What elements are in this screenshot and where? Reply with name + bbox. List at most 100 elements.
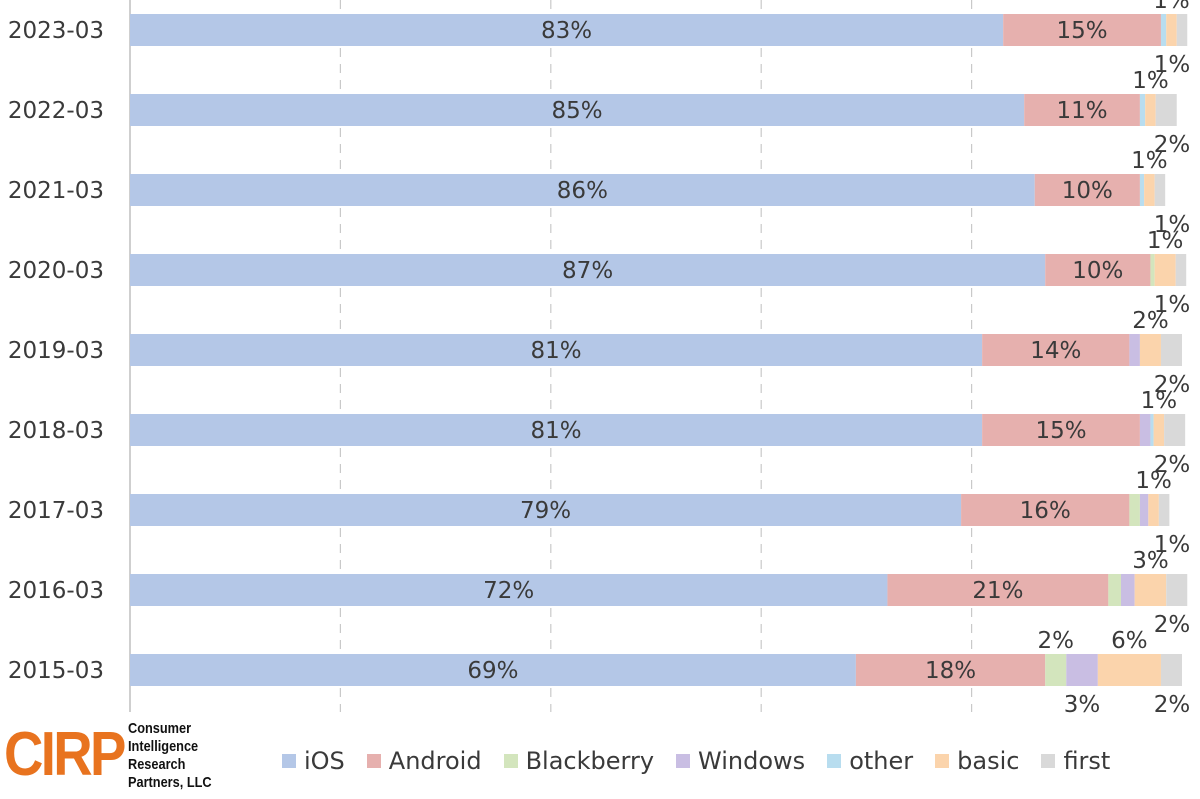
bar-segment-blackberry bbox=[1150, 254, 1155, 286]
logo-text: Consumer Intelligence Research Partners,… bbox=[128, 720, 212, 792]
category-label: 2023-03 bbox=[8, 18, 104, 44]
legend-label: basic bbox=[957, 747, 1020, 775]
data-label: 86% bbox=[557, 178, 608, 204]
category-label: 2015-03 bbox=[8, 658, 104, 684]
data-label: 2% bbox=[1038, 628, 1075, 654]
data-label: 14% bbox=[1030, 338, 1081, 364]
data-label: 6% bbox=[1111, 628, 1148, 654]
data-label: 16% bbox=[1020, 498, 1071, 524]
bar-segment-basic bbox=[1154, 254, 1176, 286]
data-label: 15% bbox=[1056, 18, 1107, 44]
bar-segment-first bbox=[1160, 334, 1182, 366]
bar-segment-blackberry bbox=[1045, 654, 1067, 686]
bar-segment-first bbox=[1176, 14, 1188, 46]
bar-segment-android bbox=[1003, 14, 1161, 46]
legend-label: first bbox=[1063, 747, 1111, 775]
data-label: 81% bbox=[530, 418, 581, 444]
bar-segment-android bbox=[1045, 254, 1151, 286]
data-label: 85% bbox=[552, 98, 603, 124]
bar-segment-windows bbox=[1139, 414, 1151, 446]
bar-segment-ios bbox=[130, 494, 962, 526]
bar-segment-first bbox=[1166, 574, 1188, 606]
data-label: 3% bbox=[1132, 548, 1169, 574]
data-label: 2% bbox=[1154, 452, 1191, 478]
stacked-bar-chart: 2023-03 2022-03 2021-03 2020-03 2019-03 2018-… bbox=[8, 0, 1191, 715]
category-label: 2022-03 bbox=[8, 98, 104, 124]
bar-segment-basic bbox=[1144, 174, 1155, 206]
bar-segment-ios bbox=[130, 654, 856, 686]
bar-segment-other bbox=[1150, 414, 1154, 446]
legend-label: iOS bbox=[304, 747, 345, 775]
data-label: 11% bbox=[1056, 98, 1107, 124]
bar-segment-first bbox=[1160, 654, 1182, 686]
bar-segment-other bbox=[1139, 94, 1146, 126]
logo-line-1: Consumer bbox=[128, 720, 192, 737]
bar-segment-basic bbox=[1148, 494, 1159, 526]
legend-item-other: other bbox=[827, 747, 913, 775]
data-label: 69% bbox=[467, 658, 518, 684]
bar-segment-windows bbox=[1129, 334, 1140, 366]
bar-segment-first bbox=[1154, 174, 1166, 206]
bar-segment-first bbox=[1155, 94, 1177, 126]
category-label: 2018-03 bbox=[8, 418, 104, 444]
bar-segment-basic bbox=[1145, 94, 1156, 126]
data-label: 2% bbox=[1154, 372, 1191, 398]
legend-item-ios: iOS bbox=[282, 747, 345, 775]
bar-segment-first bbox=[1164, 414, 1186, 446]
bar-segment-android bbox=[1024, 94, 1140, 126]
data-label: 1% bbox=[1154, 532, 1191, 558]
bar-segment-other bbox=[1160, 14, 1167, 46]
bar-segment-basic bbox=[1166, 14, 1177, 46]
bar-segment-ios bbox=[130, 14, 1004, 46]
bar-segment-first bbox=[1175, 254, 1187, 286]
data-label: 1% bbox=[1131, 148, 1168, 174]
legend-label: Windows bbox=[698, 747, 806, 775]
data-label: 2% bbox=[1154, 692, 1191, 715]
legend-label: Blackberry bbox=[525, 747, 655, 775]
category-label: 2016-03 bbox=[8, 578, 104, 604]
data-label: 1% bbox=[1141, 388, 1178, 414]
legend-label: Android bbox=[388, 747, 482, 775]
data-label: 1% bbox=[1132, 68, 1169, 94]
data-label: 10% bbox=[1072, 258, 1123, 284]
logo-line-2: Intelligence bbox=[128, 738, 199, 755]
bar-segment-windows bbox=[1120, 574, 1135, 606]
data-label: 1% bbox=[1147, 228, 1184, 254]
bar-segment-basic bbox=[1134, 574, 1167, 606]
logo-line-3: Research bbox=[128, 756, 186, 773]
bar-segment-ios bbox=[130, 254, 1046, 286]
cirp-logo: CIRP Consumer Intelligence Research Part… bbox=[4, 716, 244, 796]
data-label: 79% bbox=[520, 498, 571, 524]
bar-segment-android bbox=[1034, 174, 1140, 206]
bar-segment-android bbox=[982, 414, 1140, 446]
data-label: 1% bbox=[1153, 0, 1190, 14]
legend-item-blackberry: Blackberry bbox=[503, 747, 655, 775]
bar-segment-first bbox=[1158, 494, 1170, 526]
category-label: 2020-03 bbox=[8, 258, 104, 284]
data-label: 15% bbox=[1035, 418, 1086, 444]
data-label: 21% bbox=[972, 578, 1023, 604]
data-label: 3% bbox=[1064, 692, 1101, 715]
legend-item-basic: basic bbox=[935, 747, 1019, 775]
legend-swatch bbox=[1041, 754, 1056, 768]
legend-label: other bbox=[849, 747, 914, 775]
legend-swatch bbox=[282, 754, 296, 768]
bar-segment-android bbox=[961, 494, 1130, 526]
legend-item-windows: Windows bbox=[676, 747, 805, 775]
bar-segment-ios bbox=[130, 94, 1025, 126]
bar-segment-windows bbox=[1139, 494, 1149, 526]
bar-segment-android bbox=[855, 654, 1046, 686]
data-label: 2% bbox=[1132, 308, 1169, 334]
legend-swatch bbox=[935, 754, 950, 768]
bar-segment-basic bbox=[1139, 334, 1161, 366]
bar-segment-android bbox=[982, 334, 1130, 366]
bar-segment-ios bbox=[130, 574, 888, 606]
bar-segment-windows bbox=[1066, 654, 1098, 686]
logo-line-4: Partners, LLC bbox=[128, 774, 212, 791]
bar-segment-other bbox=[1139, 174, 1145, 206]
bar-segment-ios bbox=[130, 414, 983, 446]
legend-swatch bbox=[503, 754, 518, 768]
bar-segment-ios bbox=[130, 174, 1035, 206]
data-label: 10% bbox=[1062, 178, 1113, 204]
logo-mark: CIRP bbox=[4, 720, 126, 789]
